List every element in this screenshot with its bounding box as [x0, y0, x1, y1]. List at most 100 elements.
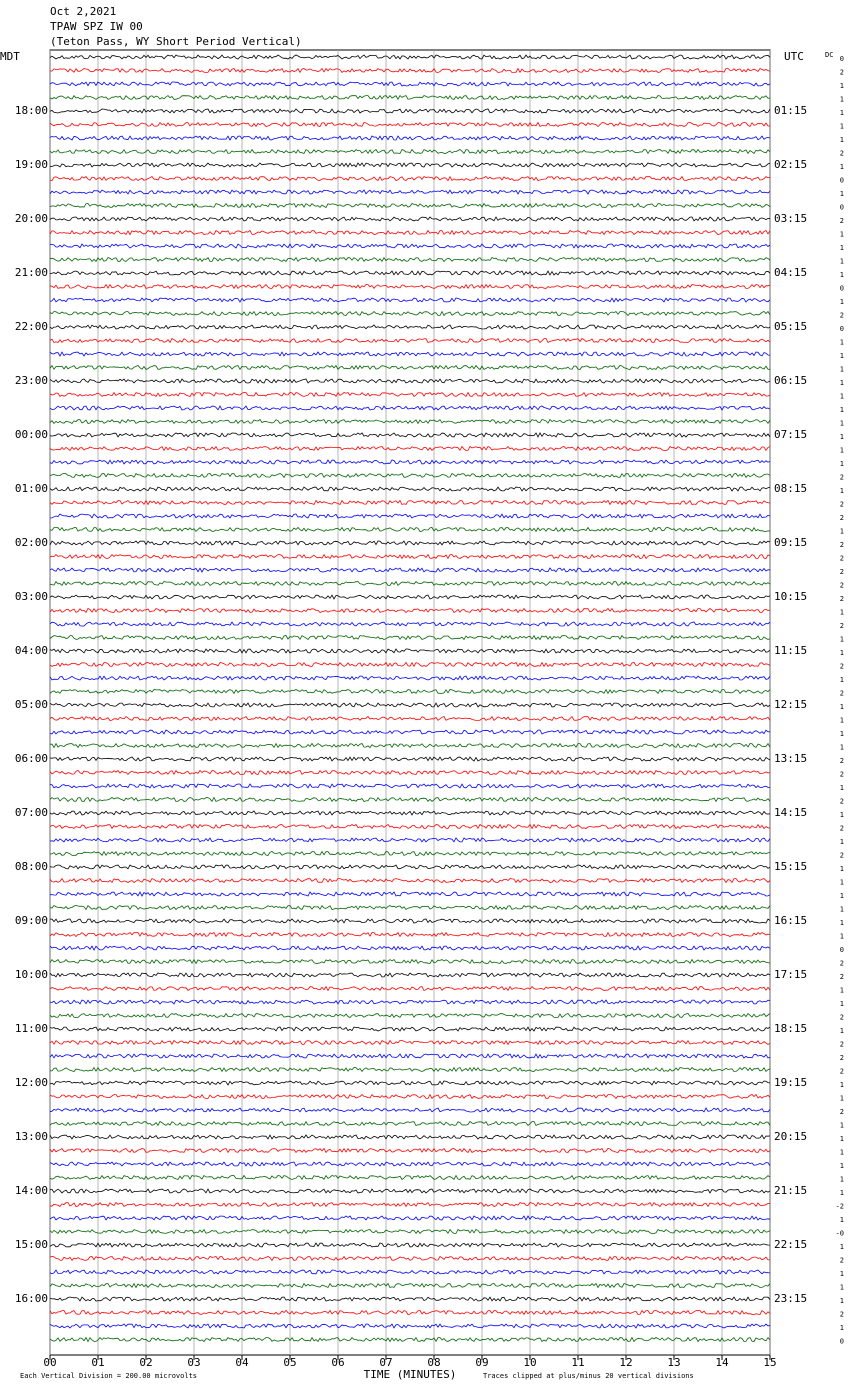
trace [49, 783, 770, 789]
trace [49, 1080, 771, 1086]
right-time-label: 22:15 [774, 1238, 807, 1251]
dc-offset: 1 [840, 933, 844, 941]
trace [49, 472, 771, 479]
trace [49, 1242, 771, 1248]
dc-offset: 1 [840, 1216, 844, 1224]
left-time-label: 21:00 [15, 266, 48, 279]
trace [49, 148, 771, 155]
left-time-label: 03:00 [15, 590, 48, 603]
trace [49, 648, 771, 654]
trace [49, 283, 771, 290]
trace [49, 391, 771, 398]
trace [49, 972, 771, 978]
right-time-label: 04:15 [774, 266, 807, 279]
left-time-label: 22:00 [15, 320, 48, 333]
trace [49, 297, 771, 303]
dc-offset: 1 [840, 366, 844, 374]
dc-offset: 2 [840, 541, 844, 549]
dc-offset: 1 [840, 1189, 844, 1197]
trace [49, 904, 771, 911]
dc-offset: -2 [836, 1203, 844, 1211]
dc-offset: 1 [840, 460, 844, 468]
dc-offset: 2 [840, 622, 844, 630]
dc-offset: 1 [840, 811, 844, 819]
trace [49, 459, 771, 465]
right-time-label: 10:15 [774, 590, 807, 603]
trace [49, 985, 771, 992]
dc-offset: 1 [840, 1027, 844, 1035]
trace [49, 958, 771, 965]
trace [49, 216, 771, 222]
trace [49, 135, 771, 141]
x-tick-label: 09 [475, 1356, 488, 1369]
right-time-label: 13:15 [774, 752, 807, 765]
dc-offset: 1 [840, 730, 844, 738]
trace [49, 810, 771, 816]
x-tick-label: 12 [619, 1356, 632, 1369]
dc-offset: 1 [840, 717, 844, 725]
trace [49, 1134, 771, 1140]
footer-left: Each Vertical Division = 200.00 microvol… [20, 1372, 197, 1380]
left-time-label: 14:00 [15, 1184, 48, 1197]
trace [49, 54, 771, 60]
right-time-label: 20:15 [774, 1130, 807, 1143]
dc-offset: 2 [840, 595, 844, 603]
dc-offset: 0 [840, 946, 844, 954]
dc-offset: 2 [840, 555, 844, 563]
dc-offset: 2 [840, 1014, 844, 1022]
trace [49, 621, 771, 627]
trace [49, 432, 771, 438]
trace [49, 94, 771, 101]
dc-offset: 1 [840, 676, 844, 684]
dc-offset: 1 [840, 379, 844, 387]
x-tick-label: 13 [667, 1356, 680, 1369]
title-line: TPAW SPZ IW 00 [50, 20, 143, 33]
dc-offset: 1 [840, 919, 844, 927]
dc-offset: 2 [840, 217, 844, 225]
trace [49, 108, 771, 114]
trace [49, 769, 771, 776]
trace [49, 445, 771, 452]
trace [49, 202, 771, 209]
dc-offset: 1 [840, 1081, 844, 1089]
right-time-label: 03:15 [774, 212, 807, 225]
dc-offset: -0 [836, 1230, 844, 1238]
left-time-label: 04:00 [15, 644, 48, 657]
trace [49, 1053, 771, 1059]
right-time-label: 16:15 [774, 914, 807, 927]
dc-offset: 1 [840, 1243, 844, 1251]
dc-offset: 1 [840, 339, 844, 347]
dc-offset: 1 [840, 271, 844, 279]
trace [49, 594, 771, 600]
dc-offset: 1 [840, 298, 844, 306]
trace [49, 270, 771, 276]
trace [49, 837, 771, 843]
title-line: (Teton Pass, WY Short Period Vertical) [50, 35, 302, 48]
trace [49, 918, 771, 924]
trace [49, 607, 771, 614]
dc-offset: 1 [840, 1270, 844, 1278]
trace [49, 1012, 771, 1019]
dc-offset: 1 [840, 393, 844, 401]
x-tick-label: 02 [139, 1356, 152, 1369]
dc-offset: 1 [840, 244, 844, 252]
left-time-label: 07:00 [15, 806, 48, 819]
right-time-label: 09:15 [774, 536, 807, 549]
dc-offset: 2 [840, 1041, 844, 1049]
trace [49, 715, 771, 722]
trace [49, 175, 771, 182]
dc-offset: 1 [840, 649, 844, 657]
x-tick-label: 11 [571, 1356, 584, 1369]
trace [49, 1039, 771, 1046]
dc-offset: 1 [840, 1149, 844, 1157]
trace [49, 256, 771, 263]
dc-offset: 1 [840, 1297, 844, 1305]
right-time-label: 21:15 [774, 1184, 807, 1197]
dc-offset: 1 [840, 109, 844, 117]
dc-offset: 2 [840, 474, 844, 482]
dc-offset: 2 [840, 501, 844, 509]
right-time-label: 14:15 [774, 806, 807, 819]
trace [49, 796, 771, 803]
trace [49, 931, 771, 938]
